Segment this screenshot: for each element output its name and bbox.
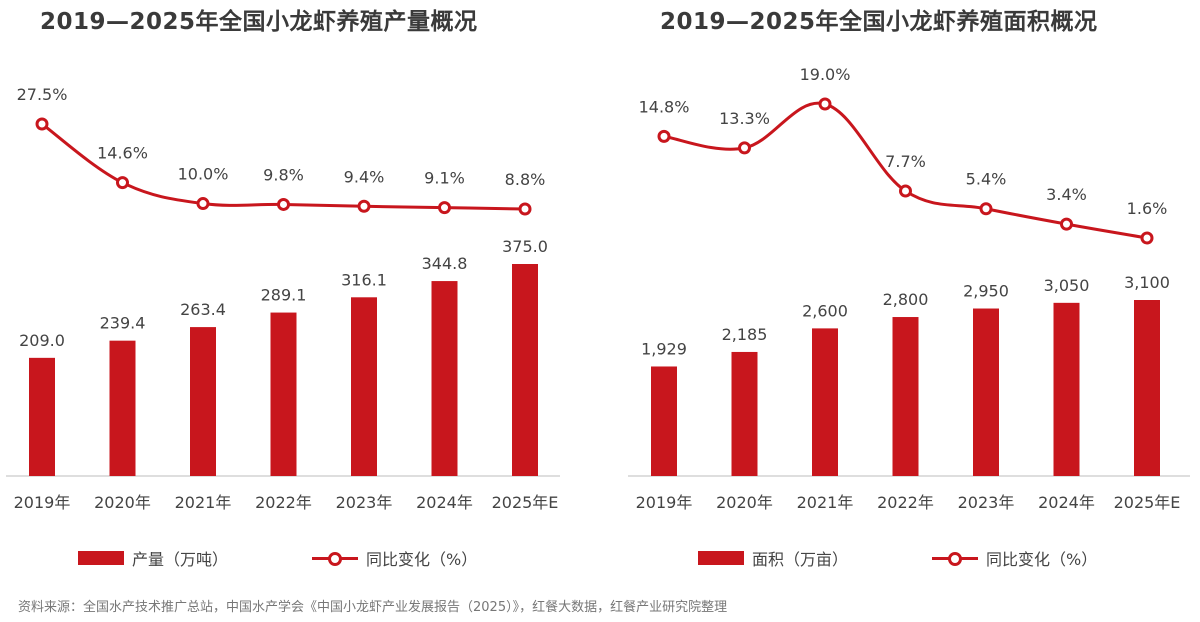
legend-line-label: 同比变化（%） — [366, 550, 478, 569]
left-bar-value-label: 289.1 — [261, 286, 307, 305]
left-x-tick-label: 2020年 — [94, 493, 151, 512]
left-bar-value-label: 263.4 — [180, 300, 226, 319]
left-yoy-label: 14.6% — [97, 144, 148, 163]
left-x-tick-label: 2022年 — [255, 493, 312, 512]
right-yoy-point — [818, 97, 832, 111]
left-bar — [109, 340, 136, 476]
left-legend-line: 同比变化（%） — [312, 546, 477, 570]
right-yoy-label: 1.6% — [1127, 199, 1168, 218]
right-x-tick-label: 2024年 — [1038, 493, 1095, 512]
left-bar-value-label: 375.0 — [502, 237, 548, 256]
left-legend-bar: 产量（万吨） — [78, 546, 228, 570]
legend-bar-label: 面积（万亩） — [752, 550, 849, 569]
left-x-tick-label: 2023年 — [336, 493, 393, 512]
right-legend-line: 同比变化（%） — [932, 546, 1097, 570]
left-bar — [270, 312, 297, 476]
left-yoy-point — [277, 197, 290, 211]
right-yoy-point — [657, 129, 671, 143]
right-yoy-label: 3.4% — [1046, 185, 1087, 204]
left-yoy-label: 8.8% — [505, 170, 546, 189]
right-x-tick-label: 2021年 — [797, 493, 854, 512]
right-bar — [731, 351, 758, 476]
left-yoy-point — [357, 199, 371, 213]
right-bar — [973, 308, 999, 476]
right-x-tick-label: 2022年 — [877, 493, 934, 512]
right-x-tick-label: 2023年 — [958, 493, 1015, 512]
left-yoy-point — [438, 201, 451, 215]
left-chart-title: 2019—2025年全国小龙虾养殖产量概况 — [40, 9, 478, 35]
left-bar — [431, 281, 458, 476]
left-bar — [512, 264, 538, 476]
right-yoy-point — [899, 184, 912, 198]
right-yoy-label: 13.3% — [719, 109, 770, 128]
right-bar — [1134, 300, 1160, 476]
source-note: 资料来源：全国水产技术推广总站，中国水产学会《中国小龙虾产业发展报告（2025）… — [18, 600, 728, 615]
right-bar-value-label: 2,600 — [802, 301, 848, 320]
left-yoy-point — [518, 202, 532, 216]
right-yoy-point — [1060, 217, 1073, 231]
left-x-tick-label: 2025年E — [492, 493, 559, 512]
left-yoy-label: 9.1% — [424, 169, 465, 188]
right-bar-value-label: 1,929 — [641, 339, 687, 358]
legend-line-swatch — [932, 551, 978, 566]
left-bar — [190, 327, 216, 476]
right-yoy-label: 5.4% — [966, 170, 1007, 189]
right-yoy-point — [979, 202, 993, 216]
right-yoy-point — [1140, 231, 1154, 245]
right-bar-value-label: 3,050 — [1044, 276, 1090, 295]
right-x-tick-label: 2019年 — [636, 493, 693, 512]
legend-bar-swatch — [698, 551, 744, 565]
left-yoy-label: 10.0% — [178, 165, 229, 184]
left-x-tick-label: 2019年 — [14, 493, 71, 512]
left-x-tick-label: 2024年 — [416, 493, 473, 512]
left-yoy-label: 9.4% — [344, 167, 385, 186]
right-bar — [892, 317, 919, 476]
right-bar — [651, 366, 677, 476]
legend-bar-label: 产量（万吨） — [132, 550, 229, 569]
left-yoy-point — [35, 117, 49, 131]
right-x-tick-label: 2020年 — [716, 493, 773, 512]
right-yoy-label: 7.7% — [885, 152, 926, 171]
legend-bar-swatch — [78, 551, 124, 565]
right-chart-title: 2019—2025年全国小龙虾养殖面积概况 — [660, 9, 1098, 35]
left-bar-value-label: 316.1 — [341, 270, 387, 289]
left-bar — [351, 297, 377, 476]
left-x-tick-label: 2021年 — [175, 493, 232, 512]
right-legend-bar: 面积（万亩） — [698, 546, 848, 570]
left-bar — [29, 357, 55, 476]
right-yoy-point — [738, 141, 751, 155]
left-yoy-point — [196, 197, 210, 211]
right-bar — [812, 328, 838, 476]
left-yoy-label: 9.8% — [263, 165, 304, 184]
right-bar-value-label: 2,800 — [883, 290, 929, 309]
left-yoy-label: 27.5% — [17, 85, 68, 104]
legend-line-swatch — [312, 551, 358, 566]
left-bar-value-label: 344.8 — [422, 254, 468, 273]
right-x-tick-label: 2025年E — [1114, 493, 1181, 512]
left-yoy-point — [116, 176, 129, 190]
right-bar-value-label: 3,100 — [1124, 273, 1170, 292]
right-yoy-label: 19.0% — [800, 65, 851, 84]
left-bar-value-label: 239.4 — [100, 314, 146, 333]
left-bar-value-label: 209.0 — [19, 331, 65, 350]
legend-line-label: 同比变化（%） — [986, 550, 1098, 569]
right-bar — [1053, 302, 1080, 476]
right-yoy-label: 14.8% — [639, 97, 690, 116]
right-bar-value-label: 2,185 — [722, 325, 768, 344]
right-bar-value-label: 2,950 — [963, 282, 1009, 301]
